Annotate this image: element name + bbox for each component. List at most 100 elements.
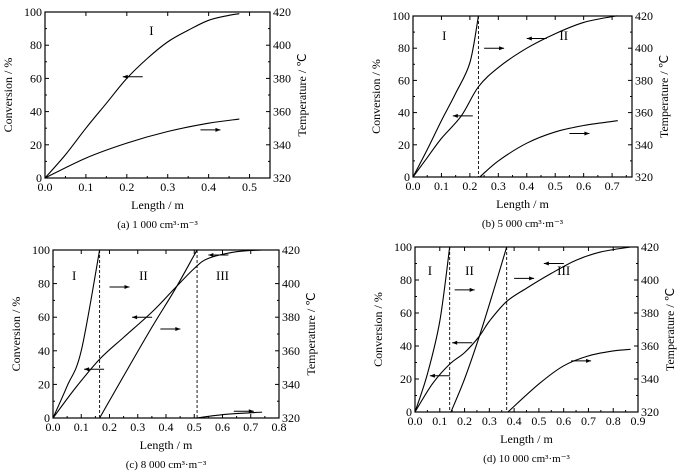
x-tick-label: 0.0 bbox=[38, 180, 53, 194]
y-tick-label: 80 bbox=[30, 38, 42, 52]
temperature-curve bbox=[44, 118, 240, 179]
y2-tick-label: 340 bbox=[273, 138, 291, 152]
x-tick-label: 0.0 bbox=[408, 414, 423, 428]
y-tick-label: 80 bbox=[398, 41, 410, 55]
y-tick-label: 100 bbox=[394, 240, 412, 254]
y2-tick-label: 420 bbox=[635, 9, 653, 23]
x-tick-label: 0.7 bbox=[581, 414, 596, 428]
chart-panel-a: 0.0 0.1 0.2 0.3 0.4 0.5 0 20 40 60 80 100 320 340 360 3… bbox=[1, 5, 309, 231]
temperature-bed-II-curve bbox=[450, 246, 508, 413]
y2-tick-label: 320 bbox=[282, 411, 300, 425]
y-tick-label: 20 bbox=[398, 138, 410, 152]
plot-frame bbox=[414, 246, 639, 413]
y2-tick-label: 360 bbox=[273, 105, 291, 119]
y-tick-label: 80 bbox=[400, 273, 412, 287]
y-tick-label: 20 bbox=[38, 377, 50, 391]
x-tick-label: 0.2 bbox=[457, 414, 472, 428]
bed-region-label: III bbox=[216, 268, 229, 283]
x-tick-label: 0.0 bbox=[406, 179, 421, 193]
x-tick-label: 0.6 bbox=[556, 414, 571, 428]
y-tick-label: 100 bbox=[24, 5, 42, 19]
y2-tick-label: 400 bbox=[282, 277, 300, 291]
y-axis-label: Conversion / % bbox=[371, 292, 385, 367]
x-tick-label: 0.2 bbox=[102, 420, 117, 434]
chart-panel-c: 0.0 0.1 0.2 0.3 0.4 0.5 0.6 0.7 0.8 0 20 40 60 80 100 3… bbox=[9, 243, 318, 471]
arrow-left-icon bbox=[452, 340, 458, 345]
panel-caption: (b) 5 000 cm³·m⁻³ bbox=[482, 218, 564, 230]
y-tick-label: 40 bbox=[398, 106, 410, 120]
y-tick-label: 60 bbox=[398, 73, 410, 87]
x-tick-label: 0.3 bbox=[491, 179, 506, 193]
temperature-bed-II-curve bbox=[479, 120, 618, 178]
x-tick-label: 0.2 bbox=[119, 180, 134, 194]
x-tick-label: 0.6 bbox=[215, 420, 230, 434]
x-tick-label: 0.0 bbox=[46, 420, 61, 434]
plot-frame bbox=[44, 11, 271, 179]
y2-tick-label: 380 bbox=[641, 306, 659, 320]
x-tick-label: 0.3 bbox=[160, 180, 175, 194]
arrow-left-icon bbox=[526, 36, 532, 41]
plot-frame bbox=[52, 249, 280, 419]
temperature-bed-I-curve bbox=[414, 246, 451, 413]
arrow-right-icon bbox=[529, 276, 535, 281]
y-tick-label: 0 bbox=[406, 405, 412, 419]
x-tick-label: 0.5 bbox=[187, 420, 202, 434]
y2-axis-label: Temperature / ℃ bbox=[304, 292, 318, 375]
x-tick-label: 0.1 bbox=[434, 179, 449, 193]
y2-tick-label: 360 bbox=[641, 339, 659, 353]
temperature-bed-III-curve bbox=[507, 348, 631, 413]
y2-tick-label: 420 bbox=[641, 240, 659, 254]
y2-tick-label: 400 bbox=[635, 41, 653, 55]
x-tick-label: 0.4 bbox=[507, 414, 522, 428]
y2-axis-label: Temperature / ℃ bbox=[657, 55, 671, 138]
arrow-left-icon bbox=[208, 253, 214, 258]
arrow-left-icon bbox=[84, 367, 90, 372]
y2-tick-label: 340 bbox=[282, 377, 300, 391]
y-tick-label: 60 bbox=[30, 71, 42, 85]
bed-region-label: III bbox=[557, 263, 570, 278]
x-tick-label: 0.8 bbox=[606, 414, 621, 428]
x-tick-label: 0.9 bbox=[631, 414, 646, 428]
bed-region-label: I bbox=[149, 23, 153, 38]
arrow-right-icon bbox=[124, 284, 130, 289]
y-tick-label: 100 bbox=[392, 9, 410, 23]
y-tick-label: 40 bbox=[30, 105, 42, 119]
x-tick-label: 0.4 bbox=[201, 180, 216, 194]
x-tick-label: 0.5 bbox=[548, 179, 563, 193]
conversion-curve bbox=[412, 15, 618, 178]
temperature-bed-II-curve bbox=[99, 249, 198, 419]
x-tick-label: 0.7 bbox=[243, 420, 258, 434]
temperature-bed-III-curve bbox=[197, 411, 263, 419]
arrow-left-icon bbox=[132, 315, 138, 320]
arrow-left-icon bbox=[429, 373, 435, 378]
arrow-left-icon bbox=[452, 113, 458, 118]
bed-region-label: II bbox=[139, 268, 148, 283]
y-tick-label: 60 bbox=[38, 310, 50, 324]
y2-tick-label: 340 bbox=[635, 138, 653, 152]
conversion-curve bbox=[44, 13, 240, 179]
y2-tick-label: 420 bbox=[273, 5, 291, 19]
y-tick-label: 40 bbox=[400, 339, 412, 353]
x-tick-label: 0.6 bbox=[576, 179, 591, 193]
chart-panel-d: 0.0 0.1 0.2 0.3 0.4 0.5 0.6 0.7 0.8 0.9 0 20 40 60 80 1… bbox=[371, 240, 677, 465]
temperature-bed-I-curve bbox=[412, 15, 479, 178]
arrow-right-icon bbox=[584, 131, 590, 136]
bed-region-label: II bbox=[465, 263, 474, 278]
y2-tick-label: 320 bbox=[273, 171, 291, 185]
y-tick-label: 0 bbox=[404, 170, 410, 184]
arrow-right-icon bbox=[469, 287, 475, 292]
y2-tick-label: 360 bbox=[282, 344, 300, 358]
y-tick-label: 20 bbox=[400, 372, 412, 386]
y-tick-label: 20 bbox=[30, 138, 42, 152]
y2-tick-label: 340 bbox=[641, 372, 659, 386]
bed-region-label: II bbox=[559, 28, 568, 43]
y-axis-label: Conversion / % bbox=[1, 58, 15, 133]
x-axis-label: Length / m bbox=[500, 432, 553, 446]
panel-caption: (d) 10 000 cm³·m⁻³ bbox=[483, 453, 570, 465]
y-tick-label: 100 bbox=[32, 243, 50, 257]
y-tick-label: 40 bbox=[38, 344, 50, 358]
y2-axis-label: Temperature / ℃ bbox=[295, 53, 309, 136]
x-tick-label: 0.1 bbox=[432, 414, 447, 428]
chart-panel-b: 0.0 0.1 0.2 0.3 0.4 0.5 0.6 0.7 0 20 40 60 80 100 320 3… bbox=[369, 9, 671, 230]
